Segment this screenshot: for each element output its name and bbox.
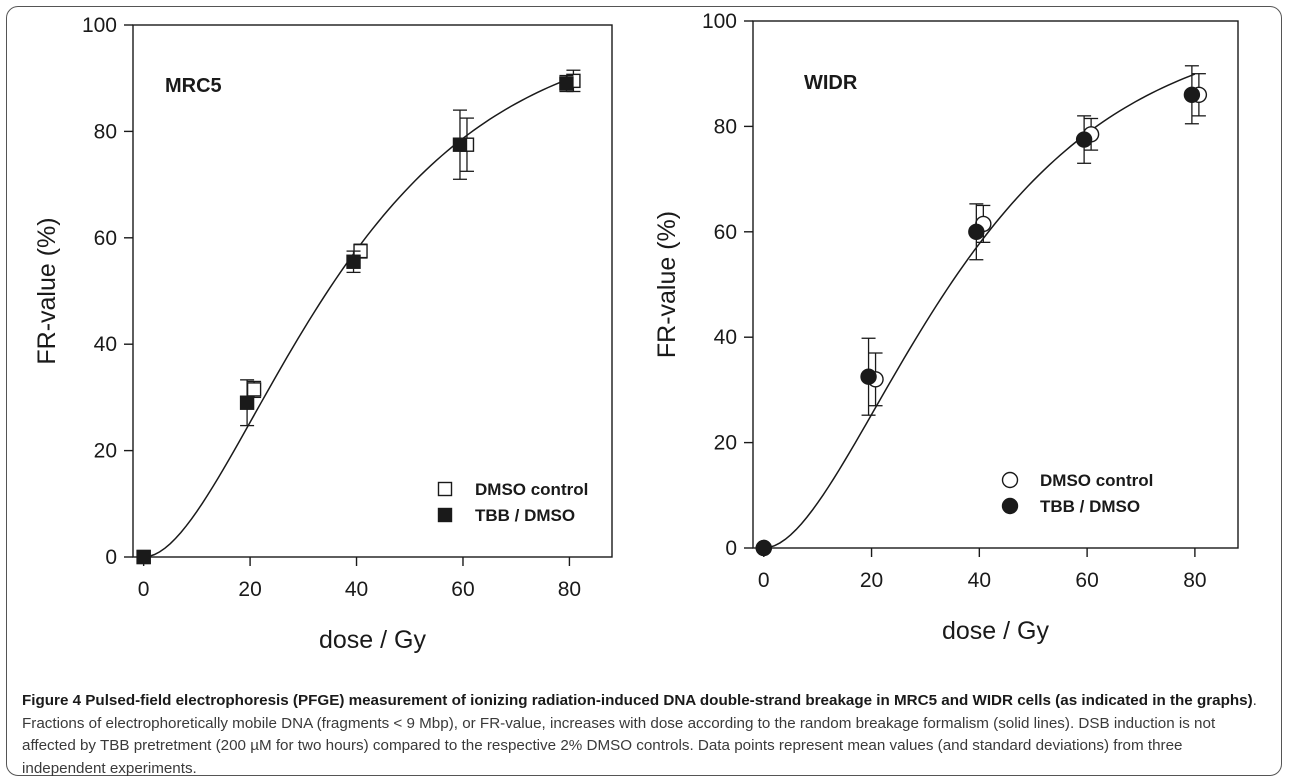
chart-panel-widr: 0 20 40 60 80 0 20 40 60 80 100 dose / Gy FR-value (…: [653, 10, 1239, 645]
x-tick-label: 80: [1183, 569, 1206, 592]
y-tick-label: 80: [94, 120, 117, 143]
y-axis-title: FR-value (%): [653, 211, 681, 358]
data-point-tbb: [860, 368, 877, 385]
x-tick-label: 60: [451, 578, 474, 601]
y-tick-label: 20: [714, 432, 737, 455]
data-point-tbb: [1075, 131, 1093, 148]
figure-caption: Figure 4 Pulsed-field electrophoresis (P…: [22, 690, 1270, 780]
data-point-dmso: [246, 382, 262, 397]
x-axis-title: dose / Gy: [319, 626, 426, 654]
x-tick-label: 0: [138, 578, 150, 601]
legend-label: TBB / DMSO: [475, 506, 575, 525]
y-tick-label: 80: [714, 115, 737, 138]
x-tick-label: 80: [558, 578, 581, 601]
panel-label: MRC5: [165, 75, 222, 97]
data-point-tbb: [239, 395, 255, 410]
figure-frame: [6, 6, 1282, 776]
legend-label: DMSO control: [475, 480, 588, 499]
legend-marker: [1001, 497, 1019, 515]
plot-frame: [752, 20, 1239, 549]
legend-label: TBB / DMSO: [1040, 497, 1140, 516]
data-point-tbb: [452, 137, 468, 152]
x-tick-label: 60: [1075, 569, 1098, 592]
x-tick-label: 40: [968, 569, 991, 592]
caption-text: . Fractions of electrophoretically mobil…: [22, 692, 1257, 777]
y-tick-label: 60: [94, 227, 117, 250]
y-tick-label: 100: [82, 14, 117, 37]
data-point-tbb: [755, 539, 772, 557]
data-point-tbb: [1183, 86, 1201, 103]
data-point-tbb: [968, 223, 985, 241]
x-tick-label: 20: [860, 569, 883, 592]
x-tick-label: 20: [238, 578, 261, 601]
y-tick-label: 40: [714, 326, 737, 349]
plot-frame: [132, 24, 613, 558]
y-tick-label: 60: [714, 221, 737, 244]
data-point-tbb: [136, 549, 151, 565]
y-tick-label: 100: [702, 10, 737, 33]
legend-marker: [1001, 471, 1019, 489]
y-tick-label: 0: [725, 537, 737, 560]
y-tick-label: 40: [94, 333, 117, 356]
y-tick-label: 0: [105, 546, 117, 569]
legend-marker: [437, 507, 453, 523]
data-point-tbb: [559, 76, 574, 91]
y-axis-title: FR-value (%): [33, 217, 61, 364]
caption-title: Figure 4 Pulsed-field electrophoresis (P…: [22, 692, 1253, 709]
x-axis-title: dose / Gy: [942, 617, 1049, 645]
chart-panel-mrc5: 0 20 40 60 80 0 20 40 60 80 100 dose / Gy FR-value (…: [33, 14, 613, 654]
data-point-tbb: [346, 254, 361, 269]
figure-plots: 0 20 40 60 80 0 20 40 60 80 100 dose / Gy FR-value (…: [33, 10, 1239, 654]
legend-marker: [437, 481, 453, 497]
y-tick-label: 20: [94, 440, 117, 463]
legend-label: DMSO control: [1040, 471, 1153, 490]
fit-curve: [763, 73, 1196, 549]
x-tick-label: 0: [758, 569, 770, 592]
panel-label: WIDR: [804, 72, 858, 94]
x-tick-label: 40: [345, 578, 368, 601]
